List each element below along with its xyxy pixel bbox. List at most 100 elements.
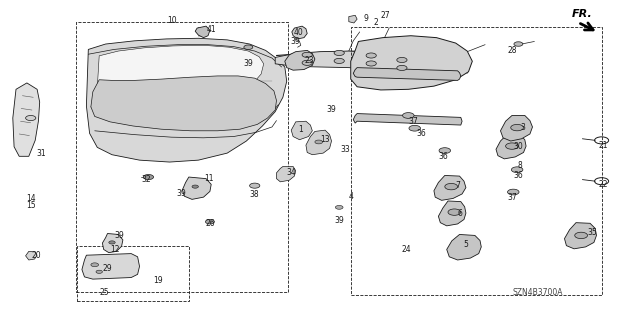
Text: 12: 12 <box>111 245 120 254</box>
Polygon shape <box>82 254 140 279</box>
Polygon shape <box>353 68 461 80</box>
Polygon shape <box>13 83 40 156</box>
Text: 8: 8 <box>517 161 522 170</box>
Text: 38: 38 <box>249 190 259 199</box>
Text: 25: 25 <box>99 288 109 297</box>
Circle shape <box>302 60 312 65</box>
Text: 2: 2 <box>373 18 378 27</box>
Text: 39: 39 <box>115 231 125 240</box>
Circle shape <box>26 115 36 121</box>
Text: 39: 39 <box>334 216 344 225</box>
Text: SZN4B3700A: SZN4B3700A <box>513 288 563 297</box>
Text: 10: 10 <box>166 16 177 25</box>
Circle shape <box>335 205 343 209</box>
Polygon shape <box>564 223 596 249</box>
Text: 30: 30 <box>513 142 524 151</box>
Text: 11: 11 <box>205 174 214 183</box>
Polygon shape <box>102 234 123 253</box>
Text: 36: 36 <box>438 152 449 161</box>
Text: 27: 27 <box>380 11 390 20</box>
Text: 6: 6 <box>457 209 462 218</box>
Polygon shape <box>351 36 472 90</box>
Text: 24: 24 <box>401 245 412 254</box>
Text: 9: 9 <box>363 14 368 23</box>
Polygon shape <box>285 50 315 70</box>
Text: 21: 21 <box>599 141 608 150</box>
Circle shape <box>244 45 253 49</box>
Text: 33: 33 <box>340 145 351 154</box>
Circle shape <box>397 65 407 70</box>
Text: 4: 4 <box>348 192 353 201</box>
Text: 41: 41 <box>206 25 216 34</box>
Text: 39: 39 <box>243 59 253 68</box>
Text: 20: 20 <box>31 251 42 260</box>
Circle shape <box>511 124 524 131</box>
Polygon shape <box>91 76 276 131</box>
Text: 13: 13 <box>320 135 330 144</box>
Text: 36: 36 <box>416 129 426 138</box>
Circle shape <box>366 53 376 58</box>
Polygon shape <box>447 234 481 260</box>
Circle shape <box>506 143 518 149</box>
Polygon shape <box>306 130 332 155</box>
Polygon shape <box>438 201 466 226</box>
Text: 26: 26 <box>205 219 215 228</box>
Text: 15: 15 <box>26 201 36 210</box>
Text: 40: 40 <box>294 28 304 37</box>
Circle shape <box>409 125 420 131</box>
Polygon shape <box>500 115 532 141</box>
Circle shape <box>250 183 260 188</box>
Polygon shape <box>276 167 296 182</box>
Text: 3: 3 <box>520 123 525 132</box>
Polygon shape <box>291 121 312 140</box>
Circle shape <box>334 50 344 56</box>
Polygon shape <box>86 38 287 162</box>
Circle shape <box>403 113 414 118</box>
Circle shape <box>511 167 523 173</box>
Circle shape <box>143 174 154 180</box>
Text: 31: 31 <box>36 149 47 158</box>
Text: 14: 14 <box>26 194 36 203</box>
Text: 1: 1 <box>298 125 303 134</box>
Bar <box>351 27 602 295</box>
Circle shape <box>205 219 214 224</box>
Polygon shape <box>353 114 462 125</box>
Circle shape <box>192 185 198 188</box>
Text: 32: 32 <box>141 175 151 184</box>
Text: 35: 35 <box>587 228 597 237</box>
Polygon shape <box>182 177 211 199</box>
Text: 7: 7 <box>455 181 460 189</box>
Text: 19: 19 <box>153 276 163 285</box>
Polygon shape <box>292 26 307 39</box>
Text: 5: 5 <box>463 240 468 249</box>
Polygon shape <box>434 175 466 200</box>
Polygon shape <box>26 251 37 260</box>
Bar <box>76 22 288 292</box>
Text: 37: 37 <box>507 193 517 202</box>
Text: FR.: FR. <box>572 9 592 19</box>
Text: 36: 36 <box>513 171 524 180</box>
Circle shape <box>96 270 102 273</box>
Text: 34: 34 <box>286 168 296 177</box>
Text: 28: 28 <box>508 46 516 55</box>
Circle shape <box>366 61 376 66</box>
Circle shape <box>514 42 523 46</box>
Polygon shape <box>195 26 210 38</box>
Bar <box>77 246 189 301</box>
Circle shape <box>315 140 323 144</box>
Circle shape <box>91 263 99 267</box>
Polygon shape <box>349 15 357 23</box>
Text: 22: 22 <box>599 180 608 189</box>
Circle shape <box>439 148 451 153</box>
Text: 37: 37 <box>408 117 418 126</box>
Polygon shape <box>275 51 448 75</box>
Text: 23: 23 <box>304 56 314 65</box>
Circle shape <box>397 57 407 63</box>
Circle shape <box>508 189 519 195</box>
Text: 39: 39 <box>176 189 186 198</box>
Polygon shape <box>496 135 526 159</box>
Polygon shape <box>97 45 264 112</box>
Text: 39: 39 <box>326 105 336 114</box>
Circle shape <box>334 58 344 63</box>
Circle shape <box>445 183 458 190</box>
